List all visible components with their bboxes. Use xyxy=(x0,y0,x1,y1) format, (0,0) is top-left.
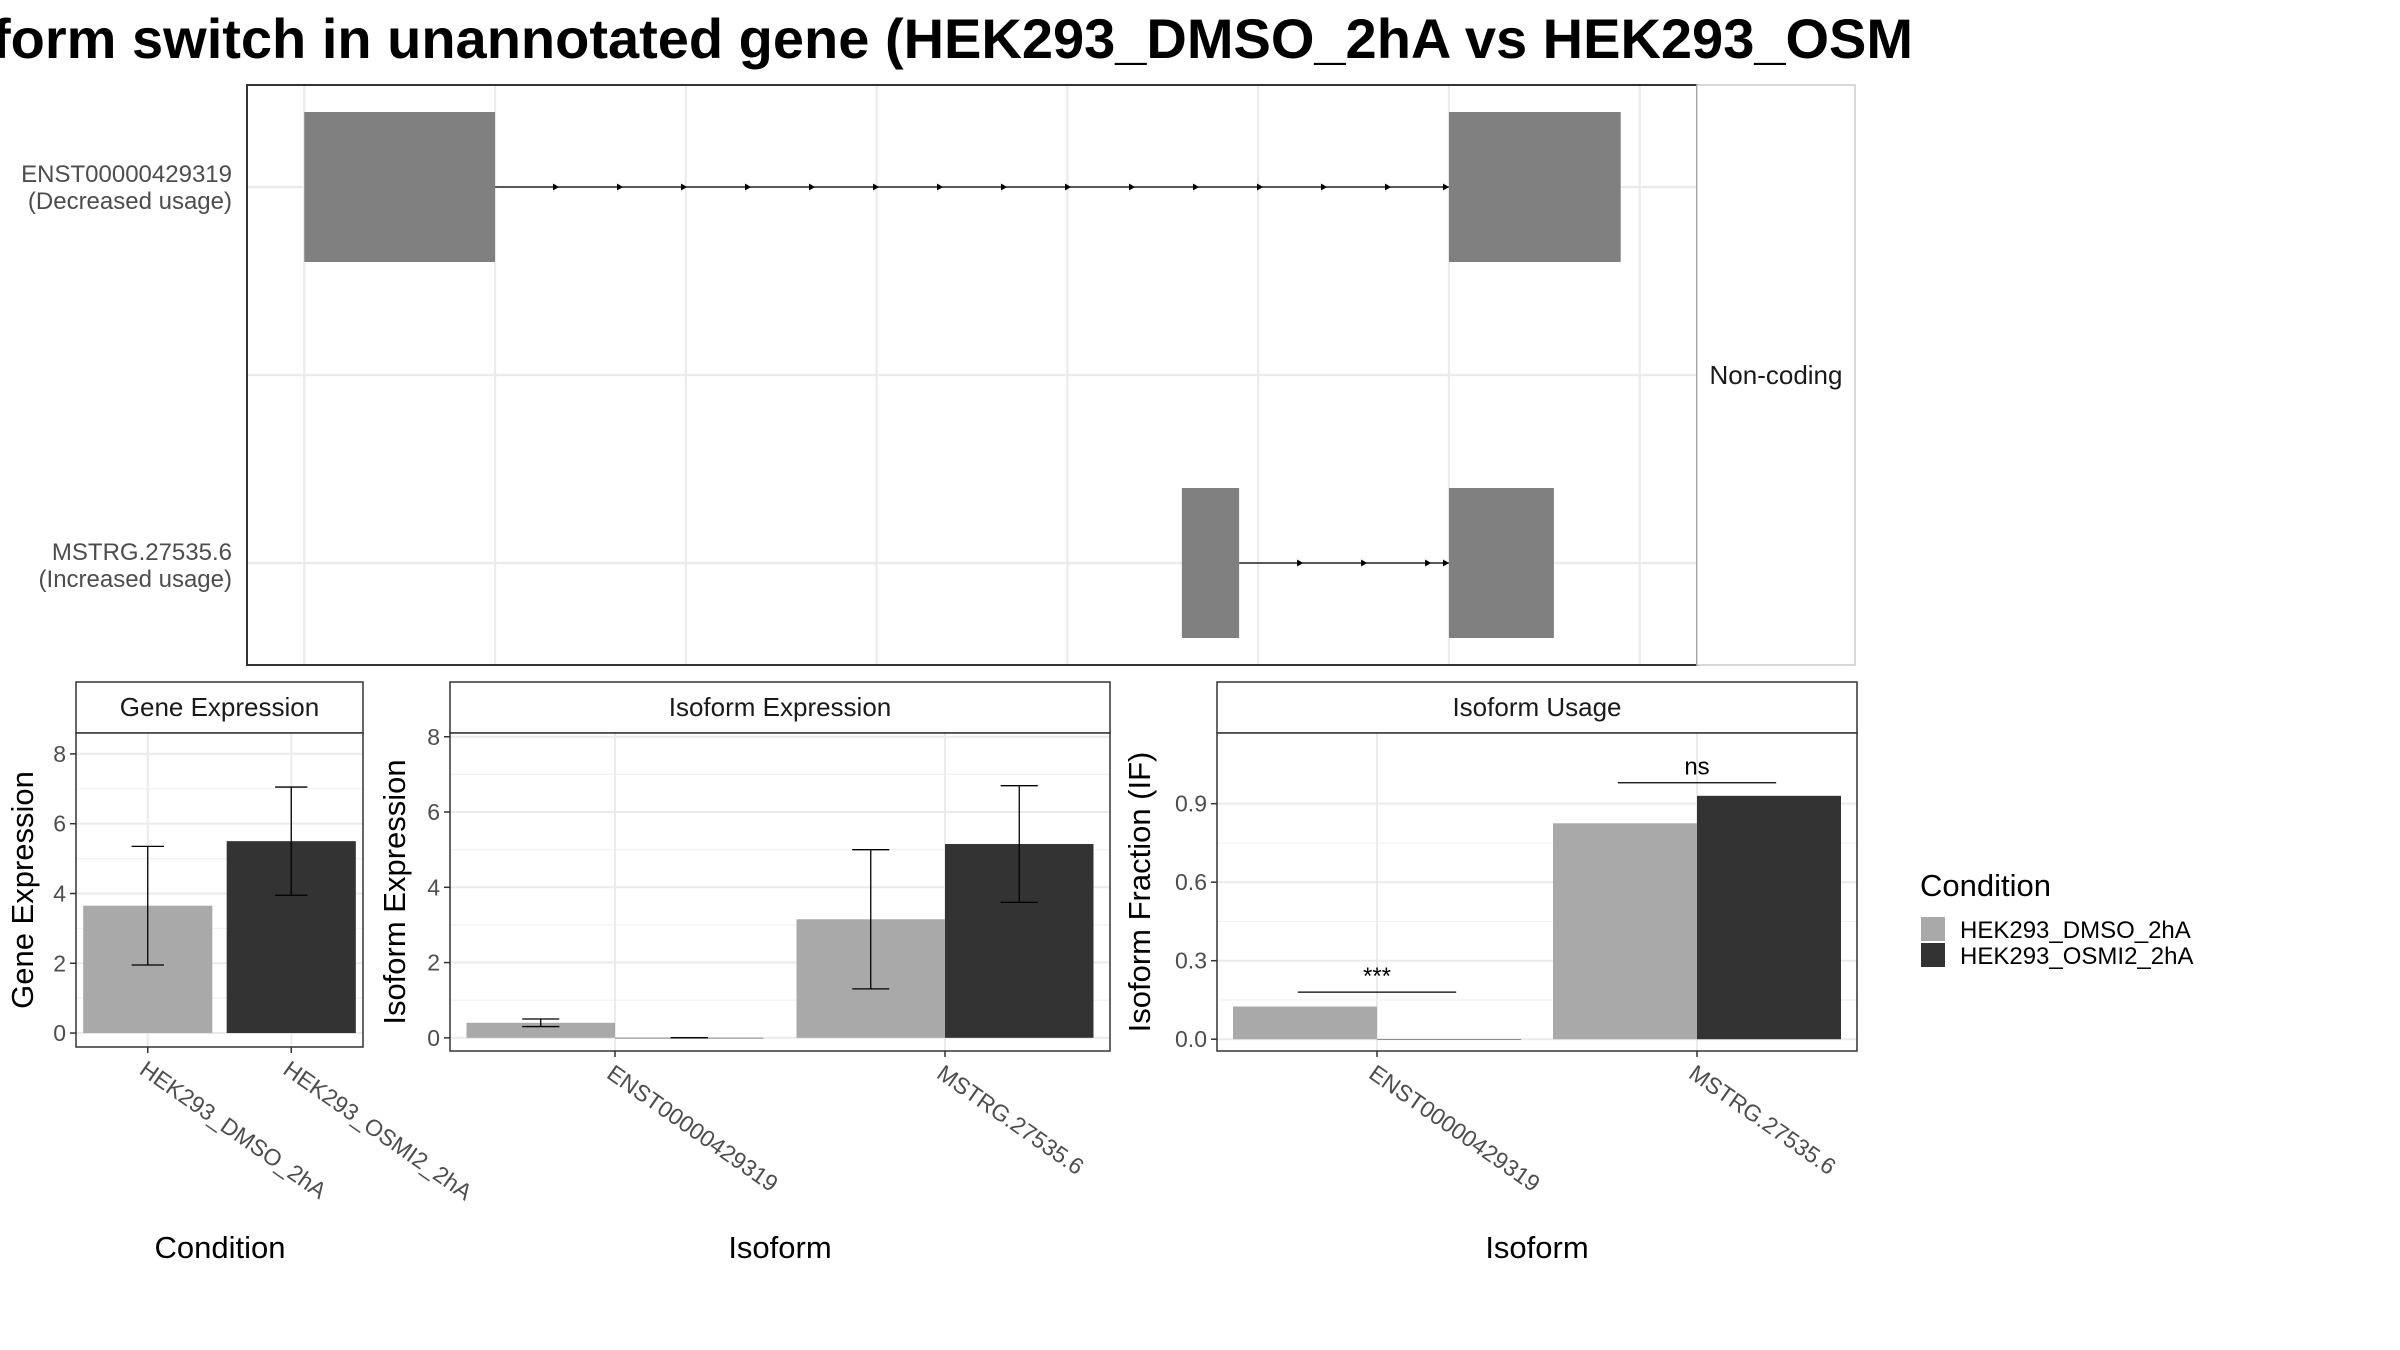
legend-label-osmi: HEK293_OSMI2_2hA xyxy=(1960,943,2193,970)
isoform-usage-label-2: (Increased usage) xyxy=(39,566,232,593)
figure-title: form switch in unannotated gene (HEK293_… xyxy=(0,7,1913,70)
legend-swatch-osmi xyxy=(1921,943,1945,967)
strand-arrow xyxy=(1442,183,1449,191)
strand-arrow xyxy=(1257,183,1264,191)
y-axis-title: Gene Expression xyxy=(5,771,40,1009)
y-tick-label: 8 xyxy=(53,741,66,767)
y-tick-label: 0 xyxy=(53,1020,66,1046)
y-tick-label: 0.6 xyxy=(1175,869,1207,895)
legend: Condition HEK293_DMSO_2hA HEK293_OSMI2_2… xyxy=(1920,868,2193,970)
isoform-label-2: MSTRG.27535.6 xyxy=(52,539,232,566)
strand-arrow xyxy=(681,183,688,191)
y-tick-label: 6 xyxy=(427,799,440,825)
x-axis-title: Isoform xyxy=(1485,1230,1588,1265)
isoform-usage-label-1: (Decreased usage) xyxy=(28,188,232,215)
strand-arrow xyxy=(1425,559,1432,567)
strand-arrow xyxy=(1065,183,1072,191)
legend-swatch-dmso xyxy=(1921,917,1945,941)
bar-osmi xyxy=(1377,1039,1521,1040)
y-axis-title: Isoform Fraction (IF) xyxy=(1122,752,1157,1033)
bar-dmso xyxy=(1233,1006,1377,1040)
bar-dmso xyxy=(1553,823,1697,1040)
gene-structure-panel: ENST00000429319 (Decreased usage) MSTRG.… xyxy=(21,84,1856,666)
plot-frame xyxy=(1216,732,1858,1052)
strip-label: Gene Expression xyxy=(120,692,319,722)
isoform-label-1: ENST00000429319 xyxy=(21,161,232,188)
strand-arrow xyxy=(1385,183,1392,191)
exon xyxy=(1181,488,1240,638)
x-axis-title: Condition xyxy=(155,1230,286,1265)
strand-arrow xyxy=(1129,183,1136,191)
bar-osmi xyxy=(1697,795,1841,1040)
isoform-labels: ENST00000429319 (Decreased usage) MSTRG.… xyxy=(21,161,232,593)
strand-arrow xyxy=(809,183,816,191)
y-tick-label: 4 xyxy=(427,874,440,900)
gene-structure-exons xyxy=(304,112,1621,638)
y-axis-title: Isoform Expression xyxy=(377,759,412,1024)
strip-label: Isoform Expression xyxy=(669,692,892,722)
exon xyxy=(304,112,496,262)
plot-frame xyxy=(449,732,1111,1052)
strip-label: Isoform Usage xyxy=(1452,692,1621,722)
exon xyxy=(1448,112,1621,262)
strand-arrow xyxy=(873,183,880,191)
y-tick-label: 0.3 xyxy=(1175,948,1207,974)
strand-arrow xyxy=(1297,559,1304,567)
strip-background xyxy=(1216,681,1858,734)
strand-arrow xyxy=(617,183,624,191)
bar-dmso xyxy=(466,1022,615,1038)
y-tick-label: 0 xyxy=(427,1025,440,1051)
legend-title: Condition xyxy=(1920,868,2051,903)
strip-background xyxy=(75,681,364,734)
significance-label: ns xyxy=(1684,754,1709,781)
strand-arrow xyxy=(553,183,560,191)
coding-strip xyxy=(1696,84,1856,666)
exon xyxy=(1448,488,1554,638)
coding-strip-label: Non-coding xyxy=(1710,360,1843,390)
y-tick-label: 2 xyxy=(427,950,440,976)
y-tick-label: 2 xyxy=(53,950,66,976)
strand-arrow xyxy=(1321,183,1328,191)
legend-label-dmso: HEK293_DMSO_2hA xyxy=(1960,917,2191,944)
significance-label: *** xyxy=(1363,963,1391,990)
strand-arrow xyxy=(745,183,752,191)
y-tick-label: 0.0 xyxy=(1175,1026,1207,1052)
strand-arrow xyxy=(1001,183,1008,191)
y-tick-label: 4 xyxy=(53,880,66,906)
strand-arrow xyxy=(1193,183,1200,191)
gene-structure-introns xyxy=(495,183,1449,567)
y-tick-label: 0.9 xyxy=(1175,791,1207,817)
strand-arrow xyxy=(1361,559,1368,567)
plot-frame xyxy=(75,732,364,1048)
x-axis-title: Isoform xyxy=(728,1230,831,1265)
strand-arrow xyxy=(1442,559,1449,567)
y-tick-label: 8 xyxy=(427,724,440,750)
strand-arrow xyxy=(937,183,944,191)
y-tick-label: 6 xyxy=(53,811,66,837)
